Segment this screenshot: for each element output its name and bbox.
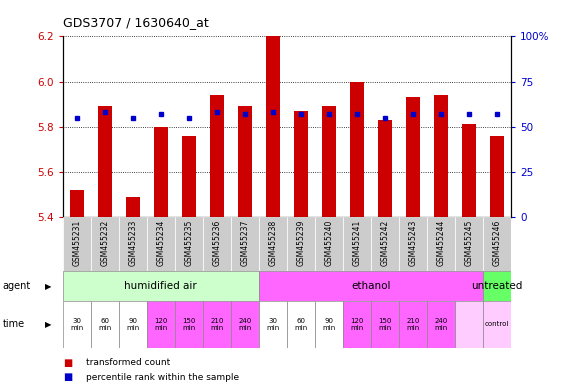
Bar (490, 136, 504, 217)
Text: control: control (485, 321, 509, 328)
Bar (63, 217, 91, 271)
Text: GSM455243: GSM455243 (408, 220, 417, 266)
Bar (371, 217, 399, 271)
Text: 90
min: 90 min (322, 318, 336, 331)
Text: GSM455244: GSM455244 (436, 220, 445, 266)
Text: time: time (3, 319, 25, 329)
Bar (175, 301, 203, 348)
Text: ▶: ▶ (45, 281, 52, 291)
Text: GSM455236: GSM455236 (212, 220, 222, 266)
Text: 150
min: 150 min (379, 318, 392, 331)
Bar (119, 217, 147, 271)
Text: 240
min: 240 min (238, 318, 252, 331)
Bar (315, 217, 343, 271)
Text: GDS3707 / 1630640_at: GDS3707 / 1630640_at (63, 16, 208, 29)
Text: 120
min: 120 min (350, 318, 364, 331)
Bar (126, 197, 140, 217)
Bar (371, 301, 399, 348)
Bar (238, 106, 252, 217)
Text: ethanol: ethanol (351, 281, 391, 291)
Text: GSM455232: GSM455232 (100, 220, 109, 266)
Bar (483, 217, 511, 271)
Bar (315, 301, 343, 348)
Bar (63, 271, 259, 301)
Text: 120
min: 120 min (154, 318, 167, 331)
Text: 210
min: 210 min (210, 318, 224, 331)
Text: GSM455246: GSM455246 (493, 220, 501, 266)
Bar (266, 32, 280, 217)
Bar (399, 217, 427, 271)
Text: GSM455231: GSM455231 (73, 220, 81, 266)
Bar (378, 120, 392, 217)
Bar (147, 301, 175, 348)
Bar (427, 301, 455, 348)
Bar (287, 217, 315, 271)
Text: percentile rank within the sample: percentile rank within the sample (86, 372, 239, 382)
Text: 30
min: 30 min (266, 318, 280, 331)
Bar (203, 301, 231, 348)
Bar (91, 301, 119, 348)
Text: GSM455234: GSM455234 (156, 220, 166, 266)
Text: 150
min: 150 min (182, 318, 195, 331)
Bar (70, 190, 84, 217)
Text: ■: ■ (63, 358, 72, 368)
Bar (119, 301, 147, 348)
Bar (259, 301, 287, 348)
Text: GSM455245: GSM455245 (465, 220, 473, 266)
Bar (259, 217, 287, 271)
Bar (98, 106, 112, 217)
Text: 210
min: 210 min (407, 318, 420, 331)
Bar (483, 301, 511, 348)
Bar (406, 98, 420, 217)
Bar (322, 106, 336, 217)
Text: 90
min: 90 min (126, 318, 139, 331)
Text: transformed count: transformed count (86, 358, 170, 367)
Bar (91, 217, 119, 271)
Text: 240
min: 240 min (435, 318, 448, 331)
Bar (462, 124, 476, 217)
Bar (343, 217, 371, 271)
Text: GSM455239: GSM455239 (296, 220, 305, 266)
Text: ▶: ▶ (45, 320, 52, 329)
Bar (231, 217, 259, 271)
Bar (287, 301, 315, 348)
Bar (231, 301, 259, 348)
Text: GSM455233: GSM455233 (128, 220, 138, 266)
Bar (147, 217, 175, 271)
Bar (182, 136, 196, 217)
Text: humidified air: humidified air (124, 281, 197, 291)
Bar (154, 127, 168, 217)
Text: 30
min: 30 min (70, 318, 83, 331)
Text: GSM455241: GSM455241 (352, 220, 361, 266)
Bar (350, 82, 364, 217)
Bar (294, 111, 308, 217)
Bar (63, 301, 91, 348)
Text: GSM455240: GSM455240 (324, 220, 333, 266)
Text: 60
min: 60 min (294, 318, 308, 331)
Bar (203, 217, 231, 271)
Text: GSM455242: GSM455242 (380, 220, 389, 266)
Bar (343, 301, 371, 348)
Text: GSM455237: GSM455237 (240, 220, 250, 266)
Bar (259, 271, 483, 301)
Bar (434, 95, 448, 217)
Bar (455, 301, 483, 348)
Bar (455, 217, 483, 271)
Text: agent: agent (3, 281, 31, 291)
Bar (399, 301, 427, 348)
Text: 60
min: 60 min (98, 318, 111, 331)
Bar (210, 95, 224, 217)
Text: ■: ■ (63, 372, 72, 382)
Bar (427, 217, 455, 271)
Bar (175, 217, 203, 271)
Bar (483, 271, 511, 301)
Text: GSM455235: GSM455235 (184, 220, 194, 266)
Text: untreated: untreated (471, 281, 522, 291)
Text: GSM455238: GSM455238 (268, 220, 278, 266)
